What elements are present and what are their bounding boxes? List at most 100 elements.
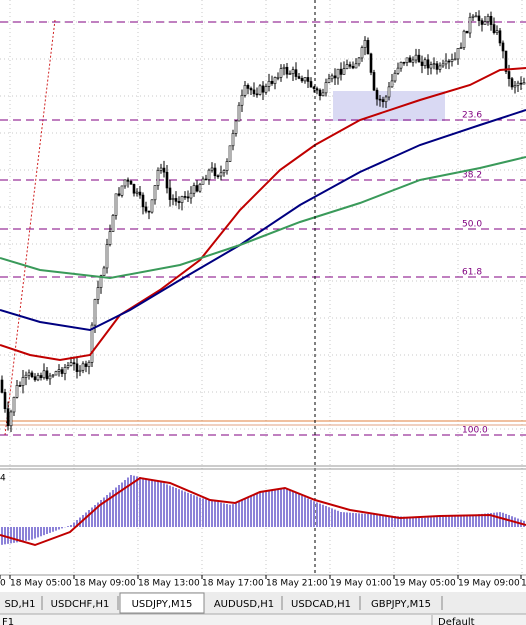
moving-average <box>0 156 526 280</box>
candle-body <box>204 178 208 181</box>
candle-body <box>474 15 478 18</box>
macd-bar <box>337 510 339 527</box>
candle-body <box>390 80 394 88</box>
candle-body <box>324 82 328 94</box>
macd-bar <box>283 488 285 527</box>
macd-bar <box>91 507 93 527</box>
candle-body <box>312 86 316 89</box>
candle-body <box>198 183 202 192</box>
macd-bar <box>382 515 384 527</box>
candle-body <box>9 411 13 427</box>
tab[interactable]: SD,H1 <box>4 599 35 610</box>
candle-body <box>69 362 73 366</box>
macd-bar <box>175 488 177 527</box>
candle-body <box>249 88 253 91</box>
macd-bar <box>418 517 420 527</box>
moving-averages <box>0 67 526 362</box>
candle-body <box>75 363 79 372</box>
candle-body <box>84 363 88 367</box>
macd-bar <box>214 501 216 527</box>
candle-body <box>519 82 523 85</box>
candle-body <box>495 30 499 33</box>
macd-bar <box>238 501 240 527</box>
macd-bar <box>235 502 237 527</box>
macd-bar <box>205 499 207 527</box>
candle-body <box>60 369 64 374</box>
macd-bar <box>184 491 186 527</box>
macd-bar <box>448 516 450 527</box>
tab[interactable]: USDCAD,H1 <box>291 599 351 610</box>
macd-bar <box>493 512 495 527</box>
candle-body <box>105 244 109 269</box>
candle-body <box>162 167 166 173</box>
macd-bar <box>88 510 90 527</box>
candle-body <box>36 375 40 381</box>
macd-bar <box>445 516 447 527</box>
tab[interactable]: GBPJPY,M15 <box>371 599 431 610</box>
candle-body <box>285 66 289 75</box>
candle-body <box>72 362 76 365</box>
candle-body <box>405 57 409 63</box>
macd-bar <box>310 500 312 527</box>
macd-bar <box>457 515 459 527</box>
macd-bar <box>352 512 354 527</box>
macd-bar <box>289 489 291 527</box>
candle-body <box>501 42 505 52</box>
candle-body <box>510 78 514 88</box>
macd-bar <box>481 513 483 527</box>
macd-bar <box>223 503 225 527</box>
macd-bar <box>292 491 294 527</box>
candle-body <box>483 21 487 25</box>
candle-body <box>255 93 259 96</box>
macd-bar <box>451 516 453 527</box>
candle-body <box>57 369 61 372</box>
macd-bar <box>85 512 87 527</box>
candle-body <box>402 61 406 64</box>
candle-body <box>234 120 238 134</box>
tab[interactable]: USDCHF,H1 <box>51 599 110 610</box>
macd-bar <box>16 527 18 543</box>
macd-bar <box>373 514 375 527</box>
candle-body <box>219 172 223 177</box>
candle-body <box>303 77 307 82</box>
candle-body <box>477 15 481 21</box>
candle-body <box>264 86 268 93</box>
candle-body <box>453 58 457 61</box>
candle-body <box>12 396 16 413</box>
macd-bar <box>343 512 345 527</box>
macd-bar <box>424 517 426 527</box>
candle-body <box>513 85 517 88</box>
macd-bar <box>103 497 105 527</box>
macd-bar <box>7 527 9 544</box>
macd-bar <box>181 490 183 527</box>
candle-body <box>336 68 340 79</box>
macd-bar <box>379 514 381 527</box>
macd-bar <box>163 483 165 527</box>
macd-bar <box>139 477 141 527</box>
candle-body <box>123 179 127 187</box>
macd-bar <box>37 527 39 538</box>
candle-body <box>486 15 490 22</box>
macd-bar <box>43 527 45 536</box>
macd-signal <box>0 476 526 547</box>
candle-body <box>399 61 403 69</box>
status-bar <box>0 614 526 625</box>
macd-bar <box>319 503 321 527</box>
macd-bar <box>145 478 147 527</box>
macd-bar <box>478 514 480 527</box>
macd-bar <box>364 513 366 527</box>
tab[interactable]: AUDUSD,H1 <box>214 599 274 610</box>
candle-body <box>180 196 184 203</box>
candle-body <box>471 15 475 18</box>
candle-body <box>42 370 46 379</box>
candle-body <box>159 167 163 171</box>
macd-bar <box>97 502 99 527</box>
macd-bar <box>118 485 120 527</box>
macd-bar <box>28 527 30 541</box>
macd-bar <box>331 508 333 527</box>
candle-body <box>6 408 10 427</box>
candle-body <box>117 193 121 196</box>
candle-body <box>189 192 193 199</box>
tab[interactable]: USDJPY,M15 <box>132 599 193 610</box>
candle-body <box>432 63 436 66</box>
